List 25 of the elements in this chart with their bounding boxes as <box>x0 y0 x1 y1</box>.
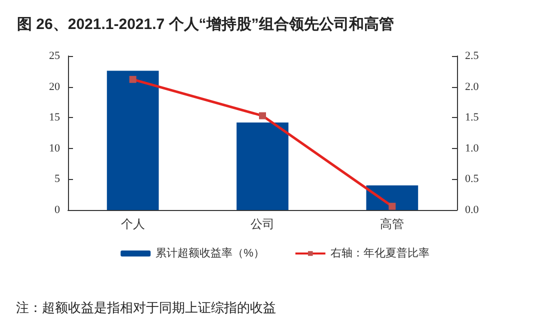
legend-label: 右轴：年化夏普比率 <box>330 246 430 260</box>
point <box>259 112 266 120</box>
y2-tick-label: 0.0 <box>465 204 480 216</box>
y2-tick-label: 0.5 <box>465 173 480 186</box>
y2-tick-label: 2.0 <box>465 80 480 93</box>
x-tick-label: 个人 <box>120 217 145 231</box>
y-tick-label: 25 <box>49 50 60 62</box>
y2-tick-label: 1.5 <box>465 112 480 124</box>
bar <box>236 122 288 210</box>
legend-label: 累计超额收益率（%） <box>156 246 264 260</box>
y-tick-label: 15 <box>49 112 60 124</box>
bar <box>366 185 418 210</box>
point <box>129 76 136 83</box>
y-tick-label: 20 <box>49 80 60 93</box>
point <box>388 202 396 210</box>
y2-tick-label: 1.0 <box>465 142 480 154</box>
bar <box>106 70 159 210</box>
y-tick-label: 5 <box>54 173 60 186</box>
y-tick-label: 10 <box>49 142 60 154</box>
x-tick-label: 公司 <box>250 217 274 231</box>
chart-title: 图 26、2021.1-2021.7 个人“增持股”组合领先公司和高管 <box>17 15 394 33</box>
x-tick-label: 高管 <box>380 217 404 231</box>
text: 注：超额收益是指相对于同期上证综指的收益 <box>16 300 276 315</box>
y2-tick-label: 2.5 <box>465 50 480 62</box>
y-tick-label: 0 <box>54 204 60 216</box>
